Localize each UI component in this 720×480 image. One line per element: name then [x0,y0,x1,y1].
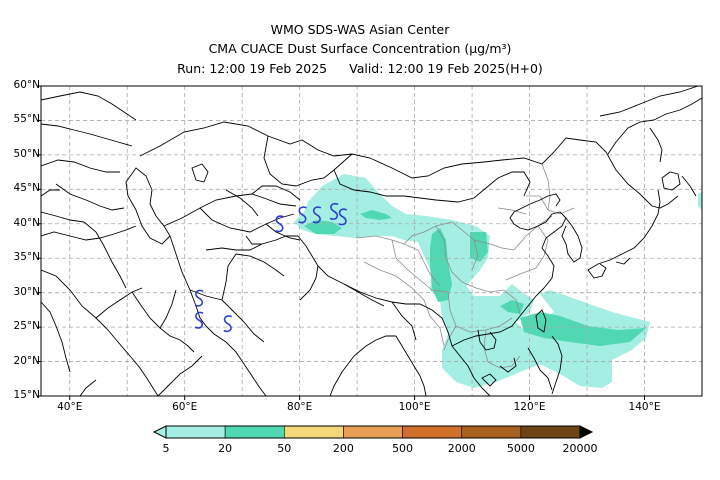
lon-label: 60°E [172,401,198,413]
lat-label: 45°N [13,182,40,195]
colorbar-label: 2000 [447,442,476,455]
lat-label: 60°N [13,79,40,91]
colorbar-label: 20 [218,442,233,455]
province-borders [355,163,575,369]
colorbar-label: 50 [277,442,292,455]
lon-label: 80°E [287,401,313,413]
lat-label: 50°N [13,147,40,160]
lat-label: 15°N [13,389,40,401]
graticule [41,86,702,396]
axis-ticks [37,85,646,400]
colorbar-label: 500 [392,442,414,455]
run-time: 12:00 19 Feb 2025 [209,61,328,76]
title-line-1: WMO SDS-WAS Asian Center [270,22,450,37]
dust-storm-icon [338,208,348,226]
colorbar-segment [165,425,226,439]
dust-storm-icon [275,215,284,233]
dust-storm-symbols [194,202,348,333]
colorbar-segment [461,425,522,439]
dust-area-5-20-north [300,174,650,388]
map-plot-area [41,86,702,396]
dust-storm-icon [312,206,322,224]
lat-label: 20°N [13,354,40,367]
colorbar-label: 5000 [506,442,535,455]
dust-area-20-50-east [360,210,392,220]
dust-area-20-50-coast [500,300,524,314]
colorbar-label: 5 [162,442,170,455]
dust-storm-icon [223,315,233,333]
lon-label: 140°E [628,401,661,413]
valid-label: Valid: [349,61,384,76]
dust-area-20-50-central [470,232,488,262]
title-line-2: CMA CUACE Dust Surface Concentration (µg… [208,41,512,56]
dust-area-5-20-korea [698,192,702,210]
map-frame [40,85,703,397]
valid-time: 12:00 19 Feb 2025(H+0) [387,61,543,76]
lat-label: 55°N [13,113,40,126]
colorbar-label: 20000 [562,442,598,455]
lat-label: 35°N [13,251,40,264]
dust-area-20-50-sea [520,312,646,346]
lat-label: 40°N [13,216,40,229]
dust-area-20-50-loess [430,228,452,302]
colorbar-segment [224,425,285,439]
dust-storm-icon [194,311,204,329]
colorbar-segment [402,425,463,439]
colorbar [152,425,594,439]
dust-storm-icon [194,289,204,307]
run-label: Run: [177,61,206,76]
colorbar-high-triangle [579,425,594,439]
dust-area-20-50-tarim [304,220,342,234]
colorbar-frame [165,425,581,439]
lon-label: 120°E [513,401,546,413]
colorbar-segment [520,425,581,439]
lat-label: 25°N [13,320,40,333]
lon-label: 40°E [57,401,83,413]
country-borders [41,86,702,396]
colorbar-low-triangle [152,425,167,439]
lat-label: 30°N [13,285,40,298]
dust-storm-icon [329,202,339,220]
colorbar-segment [283,425,344,439]
dust-concentration-layer [294,174,702,388]
title-line-3: Run: 12:00 19 Feb 2025 Valid: 12:00 19 F… [0,61,720,77]
colorbar-segment [343,425,403,439]
lon-label: 100°E [398,401,431,413]
dust-storm-icon [298,206,307,224]
colorbar-label: 200 [332,442,354,455]
